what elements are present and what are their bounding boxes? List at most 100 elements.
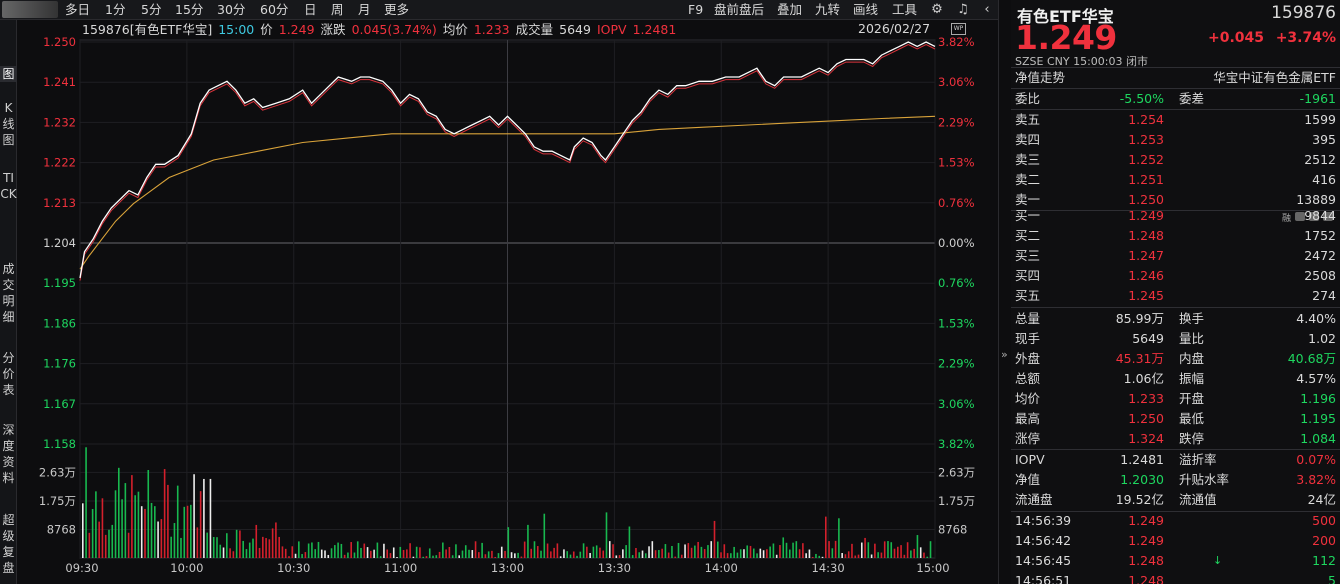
volume-bar: [635, 547, 637, 558]
volume-bar: [134, 495, 136, 558]
period-5min-button[interactable]: 5分: [141, 2, 162, 17]
volume-bar: [324, 550, 326, 558]
gear-icon[interactable]: ⚙: [931, 2, 943, 17]
volume-bar: [291, 546, 294, 558]
price-change: +0.045: [1208, 30, 1265, 46]
volume-bar: [802, 543, 804, 558]
volume-bar: [124, 483, 127, 558]
nav-trend-link[interactable]: 净值走势: [1015, 70, 1066, 85]
volume-bar: [127, 532, 130, 558]
nav-k-line[interactable]: K线图: [2, 101, 15, 147]
volume-bar: [154, 506, 156, 558]
volume-bar: [644, 553, 647, 558]
volume-bar: [402, 549, 405, 558]
bid-row: 买五 1.245 274: [1015, 286, 1336, 306]
nav-tick[interactable]: TICK: [0, 171, 17, 201]
tools-button[interactable]: 工具: [892, 2, 918, 17]
volume-bar: [118, 467, 120, 558]
volume-bar: [880, 552, 883, 558]
chevron-left-icon[interactable]: ‹: [984, 2, 990, 17]
volume-bar: [556, 543, 559, 558]
expand-arrow-icon[interactable]: »: [1001, 348, 1008, 361]
volume-bar: [438, 551, 441, 558]
volume-bar: [527, 524, 529, 558]
volume-bar: [396, 557, 398, 558]
period-day-button[interactable]: 日: [304, 2, 317, 17]
volume-bar: [435, 555, 438, 558]
nav-price-table[interactable]: 分价表: [2, 351, 15, 397]
volume-bar: [514, 553, 516, 558]
period-1min-button[interactable]: 1分: [105, 2, 126, 17]
overlay-button[interactable]: 叠加: [777, 2, 803, 17]
add-icon[interactable]: [1323, 212, 1333, 221]
edit-icon[interactable]: [1295, 212, 1305, 221]
period-15min-button[interactable]: 15分: [175, 2, 204, 17]
nav-intraday-chart[interactable]: 图: [0, 66, 17, 82]
price-tick-label: 1.167: [43, 397, 76, 411]
volume-bar: [504, 550, 506, 558]
tick-time: 14:56:42: [1015, 533, 1072, 548]
volume-bar: [913, 548, 915, 558]
volume-bar: [736, 552, 739, 558]
volume-bar: [180, 537, 182, 558]
nav-depth-data[interactable]: 深度资料: [2, 423, 15, 485]
left-vertical-nav: 图 K线图 TICK 成交明细 分价表 深度资料 超级复盘: [0, 20, 17, 584]
period-60min-button[interactable]: 60分: [260, 2, 289, 17]
volume-bar: [628, 526, 631, 558]
volume-bar: [491, 550, 493, 558]
volume-bar: [520, 556, 523, 558]
ask-volume: 1599: [1304, 112, 1336, 127]
period-month-button[interactable]: 月: [358, 2, 371, 17]
volume-tick-label-right: 8768: [938, 522, 967, 536]
volume-bar: [694, 545, 696, 558]
volume-bar: [746, 545, 749, 558]
tick-time: 14:56:45: [1015, 553, 1072, 568]
ask-row: 卖一 1.250 13889: [1015, 190, 1336, 210]
weibi-label: 委比: [1015, 91, 1041, 106]
volume-bar: [150, 502, 153, 558]
volume-bar: [464, 545, 467, 558]
volume-bar: [599, 547, 601, 558]
pre-post-button[interactable]: 盘前盘后: [714, 2, 765, 17]
volume-bar: [337, 542, 339, 558]
volume-bar: [540, 550, 542, 558]
bell-icon[interactable]: ♫: [957, 2, 969, 17]
period-more-button[interactable]: 更多: [384, 2, 410, 17]
pct-tick-label: 0.00%: [938, 236, 975, 250]
period-week-button[interactable]: 周: [331, 2, 344, 17]
nav-super-review[interactable]: 超级复盘: [2, 513, 15, 575]
volume-bar: [363, 543, 366, 558]
stat-label: 最低: [1179, 411, 1205, 426]
volume-bar: [818, 555, 821, 558]
volume-bar: [409, 543, 411, 558]
volume-bar: [533, 541, 536, 558]
volume-bar: [857, 554, 860, 558]
nine-turn-button[interactable]: 九转: [815, 2, 841, 17]
wp-icon[interactable]: WP: [951, 23, 966, 35]
period-multiday-button[interactable]: 多日: [65, 2, 91, 17]
stat-row: 最高 1.250 最低 1.195: [1015, 409, 1336, 429]
intraday-chart[interactable]: 1.250 3.82% 1.241 3.06% 1.232 2.29% 1.222 1.53%…: [0, 0, 998, 584]
volume-bar: [304, 552, 307, 558]
fund-stat-row: 流通盘 19.52亿 流通值 24亿: [1015, 490, 1336, 510]
time-tick-label: 14:30: [812, 561, 845, 575]
volume-bar: [111, 524, 114, 558]
volume-bar: [298, 541, 300, 558]
panel-splitter[interactable]: »: [998, 0, 1010, 584]
volume-bar: [356, 541, 359, 558]
weibi-value: -5.50%: [1119, 91, 1164, 106]
fund-stat-label: 流通值: [1179, 492, 1217, 507]
volume-bar: [648, 546, 650, 558]
nav-trade-details[interactable]: 成交明细: [2, 262, 15, 324]
f9-button[interactable]: F9: [688, 2, 704, 17]
volume-bar: [432, 555, 434, 558]
alert-icon[interactable]: [1309, 212, 1319, 221]
period-30min-button[interactable]: 30分: [217, 2, 246, 17]
tick-row: 14:56:42 1.249 200: [1015, 531, 1336, 551]
volume-bar: [216, 537, 218, 558]
ask-row: 卖五 1.254 1599: [1015, 110, 1336, 130]
draw-line-button[interactable]: 画线: [853, 2, 879, 17]
volume-bar: [190, 504, 192, 558]
stat-value: 85.99万: [1115, 311, 1164, 326]
currency-label: CNY: [1046, 55, 1070, 68]
